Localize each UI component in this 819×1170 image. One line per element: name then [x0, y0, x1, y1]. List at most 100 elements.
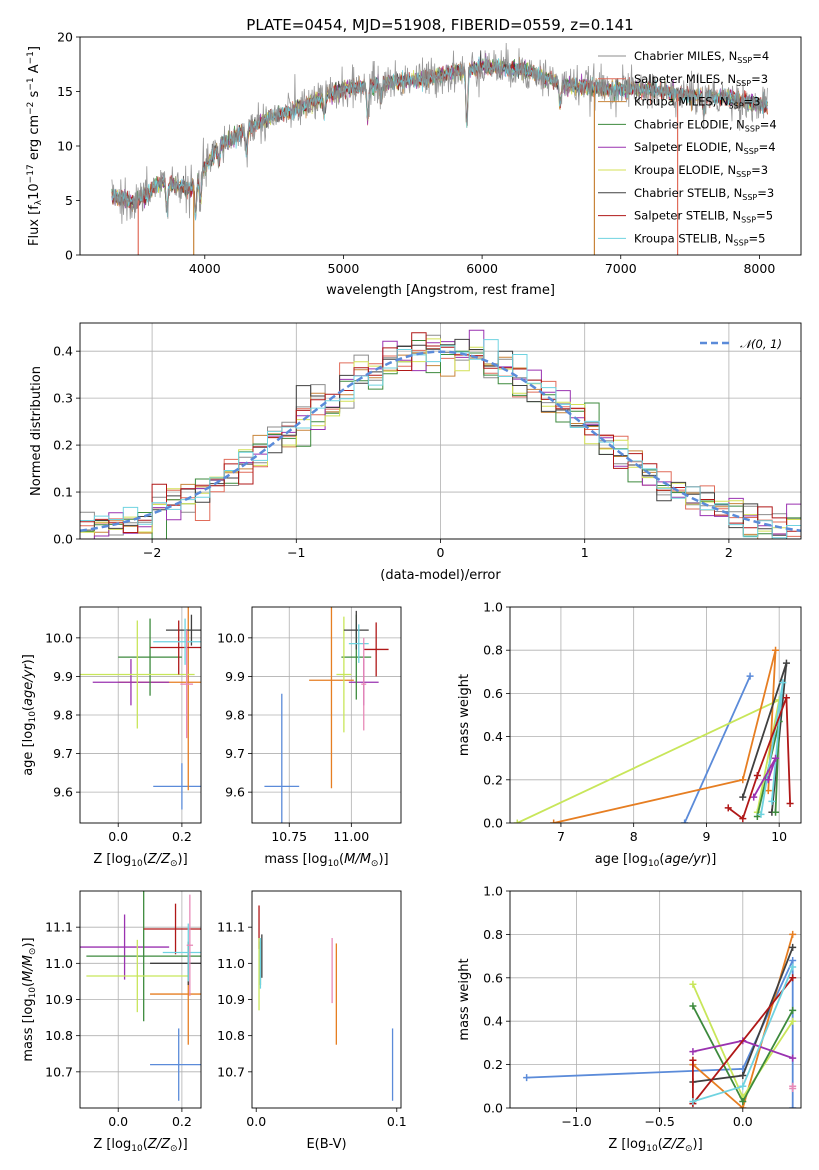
- series-marker: [789, 1104, 797, 1108]
- errorbar-point: [153, 618, 201, 665]
- y-tick-label: 0.6: [483, 970, 503, 985]
- x-tick-label: 4000: [189, 261, 221, 276]
- panel-mass_vs_EBV: 0.0 0.1 10.7 10.8 10.9 11.0 11.1 E(B-V): [217, 890, 407, 1152]
- errorbar-point: [186, 894, 194, 996]
- axes-frame: [251, 606, 402, 824]
- y-tick-label: 9.7: [53, 746, 73, 761]
- y-tick-label: 9.8: [53, 708, 73, 723]
- series-marker: [789, 956, 797, 964]
- series-marker: [789, 963, 797, 971]
- series-marker: [753, 813, 761, 821]
- errorbar-point: [363, 622, 389, 677]
- y-tick-label: 0.3: [53, 391, 73, 406]
- y-tick-label: 0.0: [483, 816, 503, 831]
- x-tick-label: −1.0: [561, 1114, 591, 1129]
- y-tick-label: 10: [57, 139, 73, 154]
- legend-label: Salpeter STELIB, NSSP=5: [634, 209, 773, 225]
- x-tick-label: −1: [287, 545, 305, 560]
- x-tick-label: 8000: [743, 261, 775, 276]
- x-tick-label: 9: [702, 829, 710, 844]
- y-axis-label: mass weight: [457, 958, 472, 1040]
- x-axis-label: E(B-V): [306, 1137, 346, 1152]
- x-tick-label: 0: [437, 545, 445, 560]
- y-tick-label: 10.8: [217, 1028, 245, 1043]
- errorbar-point: [336, 616, 352, 733]
- y-tick-label: 0.0: [483, 1101, 503, 1116]
- series-marker: [782, 659, 790, 667]
- errorbars: [264, 607, 389, 823]
- y-tick-label: 9.7: [225, 746, 245, 761]
- series-marker: [523, 1074, 531, 1082]
- series-marker: [689, 980, 697, 988]
- y-tick-label: 9.9: [53, 669, 73, 684]
- x-tick-label: 0.0: [108, 829, 128, 844]
- y-tick-label: 0.0: [53, 532, 73, 547]
- x-tick-label: 5000: [328, 261, 360, 276]
- y-axis-label: mass weight: [457, 674, 472, 756]
- series-marker: [689, 1048, 697, 1056]
- series-marker: [782, 694, 790, 702]
- series-marker: [779, 679, 787, 687]
- axes-frame: [79, 36, 802, 256]
- series-line: [553, 649, 777, 823]
- y-tick-label: 0.8: [483, 643, 503, 658]
- series-marker: [789, 1084, 797, 1092]
- legend-label: Chabrier ELODIE, NSSP=4: [634, 117, 777, 133]
- x-axis-label: wavelength [Angstrom, rest frame]: [326, 283, 555, 298]
- x-axis-label: mass [log10(M/M⊙)]: [264, 852, 388, 869]
- y-tick-label: 20: [57, 30, 73, 45]
- series-lines: [523, 930, 797, 1108]
- y-tick-label: 0.6: [483, 686, 503, 701]
- series-marker: [789, 974, 797, 982]
- series-marker: [739, 776, 747, 784]
- x-tick-label: 0.2: [172, 829, 192, 844]
- histogram-kroupa_stelib: [80, 339, 801, 539]
- series-marker: [513, 819, 521, 823]
- y-tick-label: 0: [65, 248, 73, 263]
- panel-age_vs_mass: 10.75 11.00 9.6 9.7 9.8 9.9 10.0 mass [log10(M/…: [217, 606, 402, 869]
- x-tick-label: 11.00: [333, 829, 369, 844]
- x-tick-label: 10: [771, 829, 787, 844]
- y-tick-label: 11.0: [217, 956, 245, 971]
- panel-residuals: −2 −1 0 1 2 0.0 0.1 0.2 0.3 0.4 (data-model)/error…: [29, 322, 802, 583]
- series-marker: [789, 1017, 797, 1025]
- series-line: [526, 960, 794, 1108]
- x-tick-label: 0.1: [387, 1114, 407, 1129]
- errorbar-point: [309, 607, 354, 789]
- y-tick-label: 11.1: [217, 920, 245, 935]
- errorbar-point: [361, 637, 367, 731]
- panel-massweight_vs_age: 7 8 9 10 0.0 0.2 0.4 0.6 0.8 1.0 age [log10(age/yr…: [457, 600, 802, 869]
- errorbar-point: [118, 618, 182, 696]
- series-marker: [746, 672, 754, 680]
- series-marker: [689, 1056, 697, 1064]
- errorbar-point: [162, 923, 201, 982]
- axes-frame: [79, 890, 202, 1109]
- x-tick-label: 10.75: [271, 829, 307, 844]
- axes-frame: [79, 606, 202, 824]
- errorbars: [258, 905, 394, 1101]
- errorbars: [80, 891, 201, 1101]
- x-axis-label: Z [log10(Z/Z⊙)]: [608, 1137, 702, 1154]
- y-tick-label: 0.8: [483, 927, 503, 942]
- x-axis-label: Z [log10(Z/Z⊙)]: [93, 852, 187, 869]
- legend-label: Kroupa STELIB, NSSP=5: [634, 231, 765, 247]
- x-tick-label: 7: [557, 829, 565, 844]
- y-tick-label: 11.0: [45, 956, 73, 971]
- series-marker: [739, 1071, 747, 1079]
- series-lines: [513, 646, 794, 823]
- series-marker: [772, 646, 780, 654]
- errorbar-point: [80, 620, 195, 729]
- series-marker: [681, 819, 689, 823]
- y-tick-label: 0.2: [53, 438, 73, 453]
- errorbar-point: [150, 1028, 201, 1101]
- series-marker: [739, 793, 747, 801]
- series-marker: [789, 1006, 797, 1014]
- series-marker: [550, 819, 558, 823]
- x-axis-label: (data-model)/error: [380, 568, 501, 583]
- errorbar-point: [348, 624, 369, 663]
- y-tick-label: 0.4: [483, 729, 503, 744]
- y-tick-label: 0.4: [53, 344, 73, 359]
- y-axis-label: Flux [fλ10−17 erg cm−2 s−1 A−1]: [26, 46, 44, 246]
- axes-frame: [79, 322, 802, 540]
